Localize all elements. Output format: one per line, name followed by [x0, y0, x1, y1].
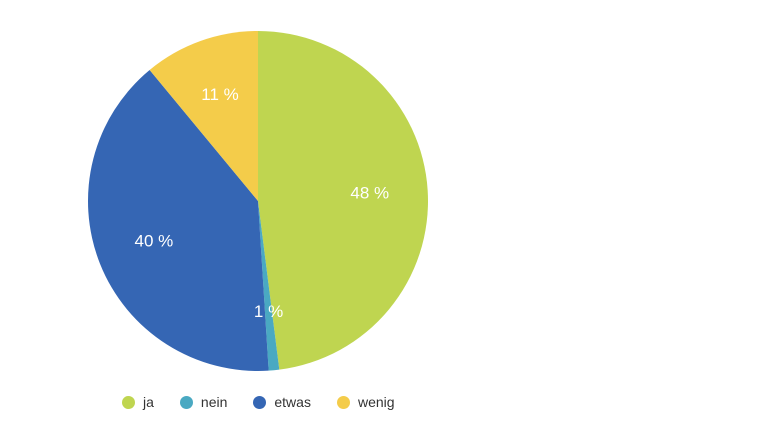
legend-item-ja[interactable]: ja: [122, 394, 154, 410]
legend-item-nein[interactable]: nein: [179, 394, 228, 410]
pie-slice-nein[interactable]: [258, 201, 280, 371]
pie-slice-wenig[interactable]: [149, 31, 258, 201]
legend-item-etwas[interactable]: etwas: [253, 394, 311, 410]
legend-swatch-wenig: [336, 395, 350, 409]
legend-label-ja: ja: [143, 394, 154, 410]
legend-label-nein: nein: [200, 394, 228, 410]
slice-label-wenig: 11 %: [201, 85, 239, 104]
legend-item-wenig[interactable]: wenig: [336, 394, 395, 410]
slice-label-etwas: 40 %: [134, 232, 173, 251]
slice-label-ja: 48 %: [350, 183, 389, 202]
legend-label-etwas: etwas: [274, 394, 311, 410]
legend-swatch-etwas: [253, 395, 267, 409]
legend-swatch-nein: [179, 395, 193, 409]
chart-legend: ja nein etwas wenig: [122, 394, 395, 410]
legend-swatch-ja: [122, 395, 135, 409]
slice-label-nein: 1 %: [254, 302, 283, 321]
pie-slice-etwas[interactable]: [87, 70, 269, 372]
legend-label-wenig: wenig: [357, 394, 395, 410]
pie-slice-ja[interactable]: [258, 31, 429, 370]
